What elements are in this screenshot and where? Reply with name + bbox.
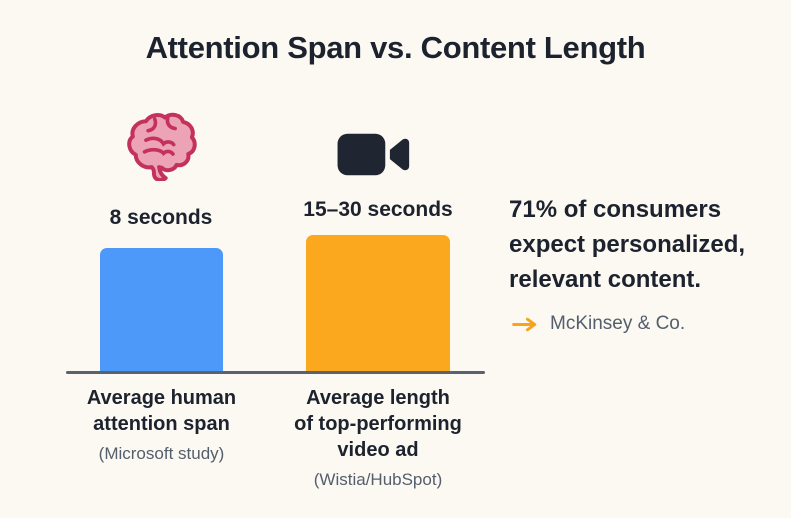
category-label-text: Average human attention span — [86, 387, 237, 435]
bar-value-label-video: 15–30 seconds — [303, 198, 453, 221]
category-source-text: (Wistia/HubSpot) — [313, 470, 443, 489]
stat-source: McKinsey & Co. — [512, 313, 685, 335]
bar-attention-span — [100, 248, 223, 371]
stat-callout: 71% of consumers expect personalized, re… — [509, 196, 746, 293]
category-label-attention: Average human attention span (Microsoft … — [41, 385, 282, 464]
category-label-video: Average length of top-performing video a… — [258, 385, 498, 490]
video-camera-icon — [336, 131, 413, 178]
stat-source-text: McKinsey & Co. — [550, 313, 686, 334]
category-label-text: Average length of top-performing video a… — [294, 387, 462, 461]
category-source-text: (Microsoft study) — [98, 444, 225, 463]
baseline-axis — [66, 371, 485, 374]
bar-value-label-attention: 8 seconds — [109, 206, 213, 229]
bar-video-ad — [306, 235, 450, 371]
page-title: Attention Span vs. Content Length — [145, 30, 646, 65]
right-arrow-icon — [512, 317, 538, 332]
brain-icon — [122, 111, 202, 181]
